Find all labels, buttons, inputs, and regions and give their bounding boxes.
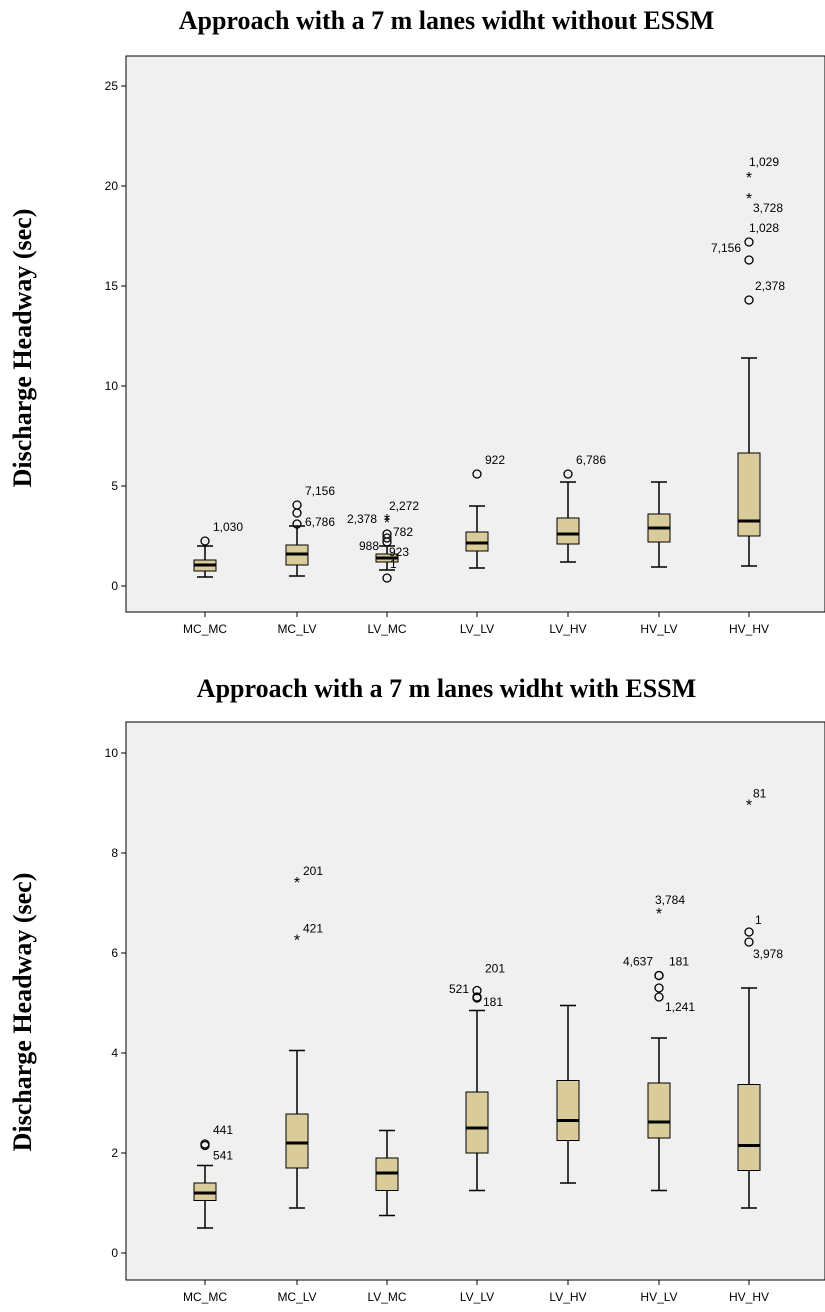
bottom-outlier-label: 201 — [485, 962, 505, 976]
top-outlier-circle — [382, 573, 392, 583]
top-outlier-label: 3,728 — [753, 201, 783, 215]
top-outlier-label: 1,028 — [749, 221, 779, 235]
top-outlier-circle — [744, 295, 754, 305]
bottom-outlier-label: 81 — [753, 787, 767, 801]
bottom-box — [737, 1084, 761, 1171]
top-y-tick-label: 15 — [105, 279, 119, 293]
top-x-tick-label: HV_LV — [640, 622, 677, 636]
top-plot-area — [125, 55, 825, 613]
bottom-outlier-circle — [200, 1140, 210, 1151]
bottom-outlier-label: 1 — [755, 913, 762, 927]
bottom-outlier-label: 181 — [669, 955, 689, 969]
bottom-box — [285, 1113, 309, 1169]
bottom-x-tick-label: LV_HV — [549, 1290, 586, 1304]
top-outlier-label: 7,156 — [711, 241, 741, 255]
bottom-x-tick-label: LV_MC — [367, 1290, 406, 1304]
top-outlier-label: 2,378 — [755, 279, 785, 293]
bottom-outlier-circle — [472, 993, 482, 1003]
top-outlier-label: 1 — [390, 557, 397, 571]
top-y-tick-label: 0 — [111, 579, 118, 593]
top-outlier-star: * — [746, 170, 752, 187]
top-outlier-label: 1,029 — [749, 155, 779, 169]
top-outlier-circle — [563, 469, 573, 479]
bottom-outlier-label: 441 — [213, 1123, 233, 1137]
bottom-y-tick-label: 4 — [111, 1046, 118, 1060]
top-box — [556, 517, 580, 545]
bottom-outlier-circle — [654, 983, 664, 993]
top-outlier-circle — [472, 469, 482, 479]
bottom-x-tick-label: HV_LV — [640, 1290, 677, 1304]
top-outlier-label: 922 — [485, 453, 505, 467]
chart-title-top: Approach with a 7 m lanes widht without … — [178, 6, 715, 35]
top-x-tick-label: LV_MC — [367, 622, 406, 636]
bottom-outlier-label: 3,978 — [753, 947, 783, 961]
top-outlier-label: 7,156 — [305, 484, 335, 498]
top-outlier-circle — [744, 255, 754, 265]
top-outlier-star: * — [384, 515, 390, 532]
top-outlier-circle — [382, 537, 392, 547]
top-box — [737, 452, 761, 537]
bottom-box — [647, 1082, 671, 1139]
top-y-tick-label: 20 — [105, 179, 119, 193]
top-y-tick-label: 10 — [105, 379, 119, 393]
top-outlier-star: * — [384, 512, 390, 529]
top-outlier-label: 6,786 — [576, 453, 606, 467]
top-x-tick-label: MC_MC — [183, 622, 227, 636]
top-outlier-circle — [744, 237, 754, 247]
bottom-y-tick-label: 0 — [111, 1246, 118, 1260]
top-x-tick-label: HV_HV — [729, 622, 769, 636]
bottom-outlier-star: * — [656, 906, 662, 923]
bottom-y-tick-label: 6 — [111, 946, 118, 960]
top-outlier-label: 2,272 — [389, 499, 419, 513]
bottom-outlier-label: 201 — [303, 864, 323, 878]
top-outlier-label: 6,786 — [305, 515, 335, 529]
bottom-outlier-circle — [654, 992, 664, 1002]
bottom-x-tick-label: HV_HV — [729, 1290, 769, 1304]
bottom-y-tick-label: 10 — [105, 746, 119, 760]
bottom-outlier-label: 421 — [303, 922, 323, 936]
top-outlier-circle — [200, 536, 210, 546]
bottom-outlier-label: 3,784 — [655, 893, 685, 907]
top-outlier-circle — [292, 519, 302, 529]
bottom-outlier-label: 181 — [483, 995, 503, 1009]
bottom-outlier-star: * — [294, 875, 300, 892]
top-outlier-label: 2,378 — [347, 512, 377, 526]
top-outlier-circle — [292, 508, 302, 518]
bottom-y-tick-label: 2 — [111, 1146, 118, 1160]
bottom-outlier-label: 1,241 — [665, 1000, 695, 1014]
bottom-outlier-star: * — [746, 798, 752, 815]
bottom-outlier-star: * — [294, 933, 300, 950]
chart-title-bottom: Approach with a 7 m lanes widht with ESS… — [196, 674, 697, 703]
bottom-box — [556, 1080, 580, 1141]
bottom-x-tick-label: MC_LV — [277, 1290, 316, 1304]
top-outlier-star: * — [746, 191, 752, 208]
bottom-outlier-circle — [744, 937, 754, 947]
bottom-outlier-label: 521 — [449, 982, 469, 996]
top-outlier-label: 923 — [389, 545, 409, 559]
top-outlier-circle — [382, 533, 392, 543]
bottom-x-tick-label: MC_MC — [183, 1290, 227, 1304]
bottom-outlier-label: 541 — [213, 1149, 233, 1163]
top-x-tick-label: MC_LV — [277, 622, 316, 636]
top-x-tick-label: LV_LV — [460, 622, 494, 636]
top-outlier-label: 782 — [393, 525, 413, 539]
bottom-y-tick-label: 8 — [111, 846, 118, 860]
top-x-tick-label: LV_HV — [549, 622, 586, 636]
bottom-outlier-label: 4,637 — [623, 955, 653, 969]
bottom-outlier-circle — [654, 970, 664, 981]
top-outlier-label: 1,030 — [213, 520, 243, 534]
top-y-tick-label: 5 — [111, 479, 118, 493]
bottom-x-tick-label: LV_LV — [460, 1290, 494, 1304]
bottom-box — [465, 1091, 489, 1154]
top-y-tick-label: 25 — [105, 79, 119, 93]
bottom-outlier-circle — [744, 927, 754, 937]
top-outlier-label: 988 — [359, 539, 379, 553]
